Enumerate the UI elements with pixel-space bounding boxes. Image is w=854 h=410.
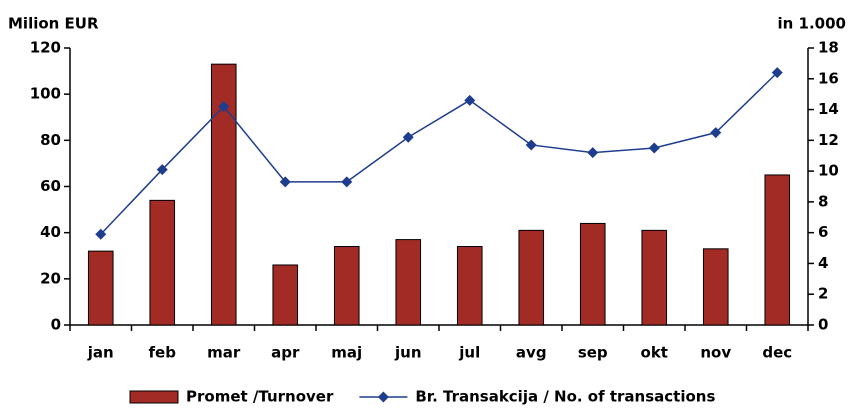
- legend-label: Br. Transakcija / No. of transactions: [415, 388, 715, 406]
- bar: [641, 229, 668, 326]
- line-marker: [710, 127, 722, 139]
- line: [100, 72, 778, 235]
- y-tick-label: 20: [40, 269, 61, 287]
- line-marker: [402, 131, 414, 143]
- y2-tick-label: 14: [818, 100, 839, 118]
- bar: [764, 174, 791, 326]
- y2-tick-label: 2: [818, 285, 828, 303]
- y-tick-label: 60: [40, 177, 61, 195]
- y2-tick-label: 0: [818, 316, 828, 334]
- y2-tick-label: 6: [818, 223, 828, 241]
- y2-axis-title: in 1.000: [778, 15, 847, 33]
- y2-tick-label: 8: [818, 192, 828, 210]
- legend-marker: [377, 391, 389, 403]
- bar: [395, 239, 422, 326]
- line-marker: [464, 94, 476, 106]
- line-marker: [95, 228, 107, 240]
- bar: [518, 229, 545, 326]
- y-tick-label: 100: [30, 85, 61, 103]
- x-tick-label: jun: [394, 344, 422, 362]
- y2-tick-label: 18: [818, 39, 839, 57]
- line-marker: [279, 176, 291, 188]
- line-marker: [771, 67, 783, 79]
- legend-swatch: [129, 390, 179, 404]
- x-tick-label: feb: [149, 344, 177, 362]
- bar: [272, 264, 299, 326]
- bar: [333, 246, 360, 326]
- y2-tick-label: 4: [818, 254, 828, 272]
- x-tick-label: jan: [87, 344, 114, 362]
- bar: [210, 63, 237, 326]
- line-marker: [218, 100, 230, 112]
- x-tick-label: nov: [700, 344, 731, 362]
- y2-tick-label: 10: [818, 162, 839, 180]
- x-tick-label: sep: [578, 344, 608, 362]
- x-tick-label: avg: [516, 344, 547, 362]
- bar: [149, 199, 176, 326]
- line-marker: [156, 164, 168, 176]
- y-axis-title: Milion EUR: [8, 15, 99, 33]
- x-tick-label: mar: [207, 344, 241, 362]
- y-tick-label: 120: [30, 39, 61, 57]
- x-tick-label: jul: [458, 344, 480, 362]
- y2-tick-label: 12: [818, 131, 839, 149]
- legend-label: Promet /Turnover: [186, 388, 334, 406]
- y-tick-label: 0: [51, 316, 61, 334]
- x-tick-label: maj: [331, 344, 362, 362]
- line-marker: [648, 142, 660, 154]
- line-marker: [587, 147, 599, 159]
- x-tick-label: apr: [271, 344, 300, 362]
- x-tick-label: okt: [641, 344, 668, 362]
- y-tick-label: 40: [40, 223, 61, 241]
- bar: [456, 246, 483, 326]
- bar: [702, 248, 729, 326]
- line-marker: [525, 139, 537, 151]
- line-marker: [341, 176, 353, 188]
- y-tick-label: 80: [40, 131, 61, 149]
- bar: [87, 250, 114, 326]
- y2-tick-label: 16: [818, 69, 839, 87]
- x-tick-label: dec: [762, 344, 792, 362]
- bar: [579, 222, 606, 326]
